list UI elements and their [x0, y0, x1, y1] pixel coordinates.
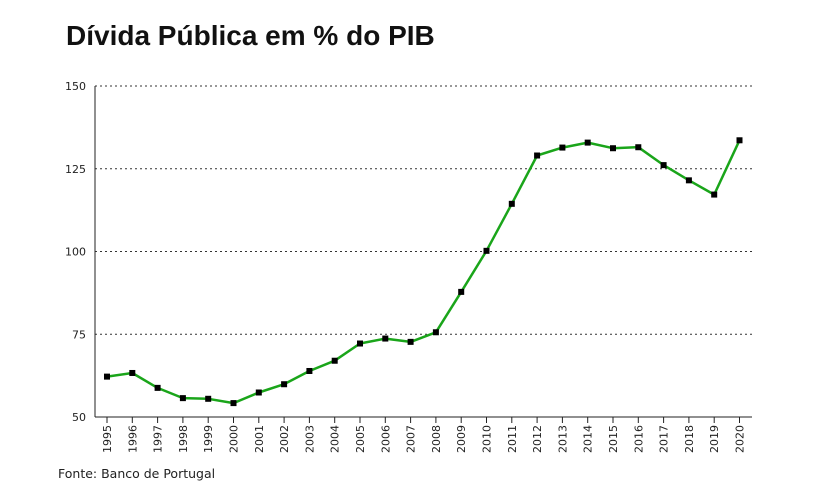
data-point: [382, 335, 389, 342]
y-axis-tick-labels: 50 75 100 125 150: [65, 80, 86, 424]
x-tick-label: 1996: [126, 425, 139, 453]
x-tick-label: 2008: [430, 425, 443, 453]
x-tick-label: 2011: [506, 425, 519, 453]
x-tick-label: 2020: [734, 425, 747, 453]
data-point: [331, 357, 338, 364]
source-note: Fonte: Banco de Portugal: [58, 466, 216, 481]
x-tick-label: 1997: [152, 425, 165, 453]
y-tick-label: 150: [65, 80, 86, 93]
data-point: [179, 395, 186, 402]
chart-title: Dívida Pública em % do PIB: [66, 20, 435, 51]
data-point: [584, 139, 591, 146]
grid-lines: [95, 85, 752, 335]
x-tick-label: 2013: [556, 425, 569, 453]
x-tick-label: 2006: [379, 425, 392, 453]
x-tick-label: 2009: [455, 425, 468, 453]
x-tick-label: 2019: [708, 425, 721, 453]
data-point-markers: [104, 137, 743, 407]
data-point: [407, 338, 414, 345]
data-point: [685, 177, 692, 184]
y-tick-label: 125: [65, 163, 86, 176]
x-tick-label: 2004: [329, 425, 342, 453]
data-point: [635, 144, 642, 151]
x-tick-label: 2016: [632, 425, 645, 453]
x-tick-label: 2003: [303, 425, 316, 453]
series-line-path: [106, 139, 741, 405]
data-point: [230, 400, 237, 407]
x-tick-label: 2001: [253, 425, 266, 453]
data-point: [357, 340, 363, 347]
x-tick-label: 2018: [683, 425, 696, 453]
y-tick-label: 75: [72, 328, 86, 341]
data-point: [205, 395, 212, 402]
y-tick-label: 100: [65, 246, 86, 259]
x-tick-label: 2005: [354, 425, 367, 453]
x-tick-label: 2000: [228, 425, 241, 453]
data-point: [660, 162, 667, 169]
data-point: [154, 384, 161, 391]
data-point: [458, 288, 465, 295]
data-point: [534, 152, 541, 159]
data-point: [559, 144, 566, 151]
x-tick-label: 1995: [101, 425, 114, 453]
axes: [94, 86, 752, 423]
x-tick-label: 2015: [607, 425, 620, 453]
x-tick-label: 2010: [481, 425, 494, 453]
x-tick-label: 1998: [177, 425, 190, 453]
x-axis-tick-labels: 1995 1996 1997 1998 1999 2000 2001 2002 2003 2004…: [101, 425, 747, 453]
x-tick-label: 2007: [405, 425, 418, 453]
y-tick-label: 50: [72, 411, 86, 424]
data-point: [711, 191, 718, 198]
x-tick-label: 2014: [582, 425, 595, 453]
x-tick-label: 1999: [202, 425, 215, 453]
x-tick-label: 2017: [658, 425, 671, 453]
data-point: [281, 381, 288, 388]
data-point: [306, 367, 313, 374]
x-tick-label: 2002: [278, 425, 291, 453]
data-point: [736, 137, 743, 144]
data-point: [104, 373, 110, 380]
data-point: [610, 145, 616, 152]
data-point: [483, 247, 490, 254]
data-point: [432, 329, 439, 336]
series-line: [106, 139, 741, 405]
data-point: [508, 200, 515, 207]
data-point: [129, 369, 136, 376]
data-point: [255, 389, 262, 396]
x-tick-label: 2012: [531, 425, 544, 453]
